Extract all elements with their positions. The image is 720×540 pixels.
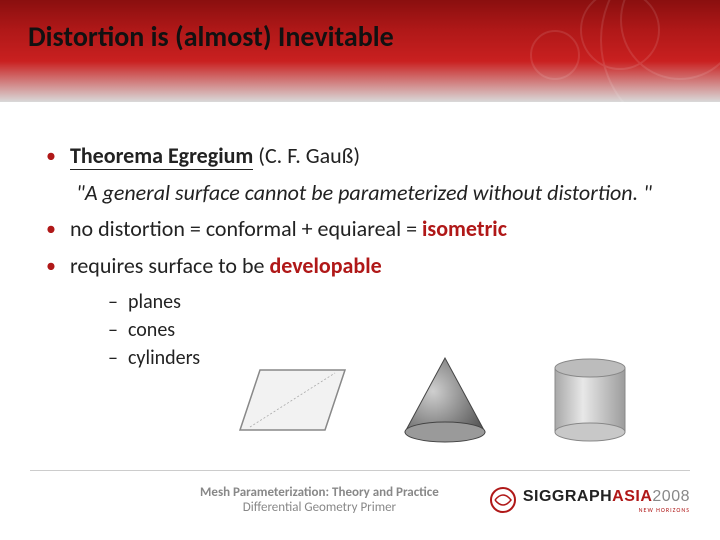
- bullet-3-prefix: requires surface to be: [70, 252, 269, 279]
- slide-content: • Theorema Egregium (C. F. Gauß) "A gene…: [0, 102, 720, 370]
- quote-text: "A general surface cannot be parameteriz…: [76, 179, 674, 208]
- shapes-row: [210, 350, 640, 450]
- bullet-1-suffix: (C. F. Gauß): [253, 142, 360, 169]
- dash-icon: –: [108, 290, 118, 314]
- logo-text-block: SIGGRAPHASIA2008 NEW HORIZONS: [523, 487, 690, 514]
- sub-item-label: cylinders: [128, 346, 200, 370]
- footer-line1: Mesh Parameterization: Theory and Practi…: [200, 485, 439, 500]
- slide-header: Distortion is (almost) Inevitable: [0, 0, 720, 102]
- bullet-icon: •: [46, 215, 56, 243]
- cone-shape: [390, 350, 500, 450]
- bullet-2-highlight: isometric: [422, 215, 507, 242]
- sub-item-planes: – planes: [108, 290, 674, 314]
- slide-footer: Mesh Parameterization: Theory and Practi…: [0, 470, 720, 540]
- logo-main: SIGGRAPHASIA2008: [523, 488, 690, 505]
- bullet-2-text: no distortion = conformal + equiareal = …: [70, 215, 507, 244]
- plane-shape: [210, 355, 350, 445]
- footer-divider: [30, 470, 690, 471]
- dash-icon: –: [108, 318, 118, 342]
- header-decoration: [470, 0, 720, 102]
- logo-icon: [489, 486, 517, 514]
- sub-item-label: planes: [128, 290, 181, 314]
- bullet-3-text: requires surface to be developable: [70, 252, 382, 281]
- bullet-1: • Theorema Egregium (C. F. Gauß): [46, 142, 674, 171]
- bullet-2: • no distortion = conformal + equiareal …: [46, 215, 674, 244]
- dash-icon: –: [108, 346, 118, 370]
- footer-text: Mesh Parameterization: Theory and Practi…: [150, 485, 489, 515]
- cylinder-shape: [540, 350, 640, 450]
- footer-line2: Differential Geometry Primer: [243, 500, 396, 515]
- logo-sub: NEW HORIZONS: [523, 506, 690, 514]
- bullet-2-prefix: no distortion = conformal + equiareal =: [70, 215, 422, 242]
- bullet-3-highlight: developable: [269, 252, 381, 279]
- sub-item-label: cones: [128, 318, 175, 342]
- sub-item-cones: – cones: [108, 318, 674, 342]
- slide-title: Distortion is (almost) Inevitable: [28, 19, 394, 54]
- bullet-1-text: Theorema Egregium (C. F. Gauß): [70, 142, 360, 171]
- bullet-icon: •: [46, 142, 56, 170]
- bullet-icon: •: [46, 252, 56, 280]
- bullet-1-bold: Theorema Egregium: [70, 142, 253, 170]
- bullet-3: • requires surface to be developable: [46, 252, 674, 281]
- siggraph-logo: SIGGRAPHASIA2008 NEW HORIZONS: [489, 486, 690, 514]
